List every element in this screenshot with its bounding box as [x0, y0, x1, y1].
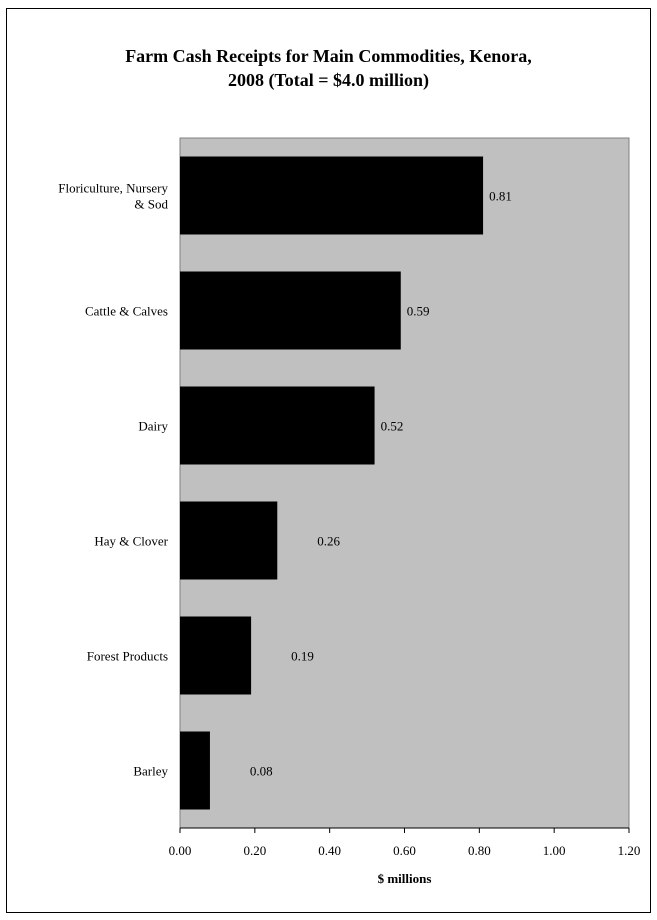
bar — [180, 616, 252, 695]
category-label: & Sod — [134, 197, 168, 212]
bar — [180, 501, 278, 580]
data-label: 0.26 — [317, 534, 340, 549]
chart-title: Farm Cash Receipts for Main Commodities,… — [0, 44, 657, 92]
data-label: 0.19 — [291, 649, 314, 664]
data-label: 0.08 — [250, 764, 273, 779]
data-label: 0.81 — [489, 189, 512, 204]
category-label: Forest Products — [87, 649, 168, 664]
category-label: Cattle & Calves — [85, 304, 168, 319]
x-tick-label: 0.00 — [169, 843, 192, 858]
x-tick-label: 0.40 — [318, 843, 341, 858]
category-label: Floriculture, Nursery — [58, 181, 168, 196]
data-label: 0.52 — [381, 419, 404, 434]
bar — [180, 156, 484, 235]
plot-area — [179, 137, 630, 829]
bar — [180, 271, 401, 350]
x-axis-title: $ millions — [378, 871, 432, 886]
category-label: Hay & Clover — [94, 534, 168, 549]
x-tick-label: 0.20 — [243, 843, 266, 858]
x-tick-label: 1.20 — [618, 843, 641, 858]
data-label: 0.59 — [407, 304, 430, 319]
bar — [180, 731, 210, 810]
category-label: Barley — [133, 764, 168, 779]
chart-title-line-1: Farm Cash Receipts for Main Commodities,… — [125, 46, 532, 66]
x-tick-label: 0.80 — [468, 843, 491, 858]
bar — [180, 386, 375, 465]
category-label: Dairy — [138, 419, 168, 434]
chart-title-line-2: 2008 (Total = $4.0 million) — [227, 70, 430, 90]
x-tick-label: 0.60 — [393, 843, 416, 858]
x-tick-label: 1.00 — [543, 843, 566, 858]
